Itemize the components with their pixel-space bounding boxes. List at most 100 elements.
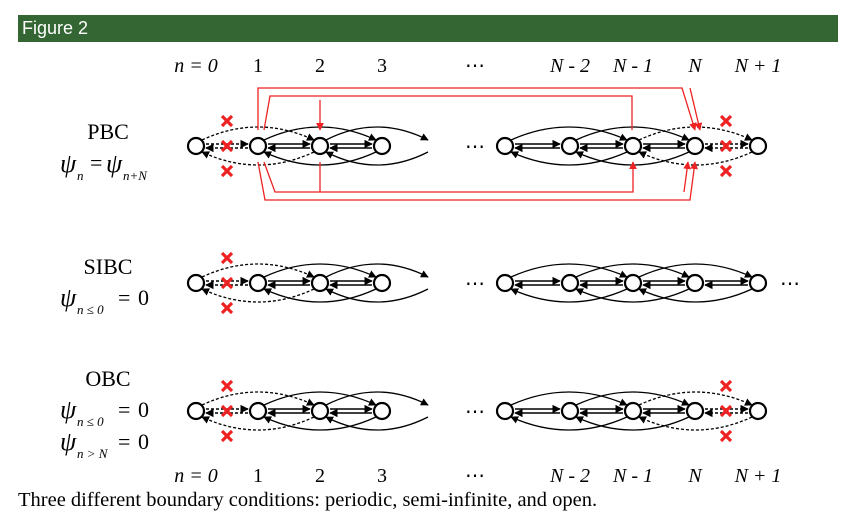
wrap-bottom-to-n [683,161,691,193]
obc-site-7 [685,401,705,421]
obc-chain-ellipsis: ⋯ [465,401,485,423]
obc-nnn-down-1-3 [263,416,377,431]
wrap-top-outer [257,87,697,131]
sibc-label: SIBC [84,254,133,279]
boundary-conditions-diagram: n = 0 1 2 3 ⋯ N - 2 N - 1 N N + 1 n = 0 … [60,55,800,487]
obc-site-0 [186,401,206,421]
sibc-site-0 [186,273,206,293]
obc-nnn-down-0-2 [201,416,315,431]
sibc-eq-rhs: 0 [138,285,149,310]
obc-eq-rel-2: = [118,429,130,454]
pbc-site-2 [310,136,330,156]
sibc-eq-rel: = [118,285,130,310]
sibc-nnn-down-4-6 [510,288,628,303]
obc-site-4 [495,401,515,421]
pbc-eq-rel: = [90,150,102,175]
index-label-top-0: n = 0 [174,55,218,77]
obc-nnn-down-6-8 [638,416,753,431]
pbc-rhs-sub: n+N [123,168,148,183]
pbc-cut-right-top [719,114,733,128]
obc-chain: ⋯ [186,379,768,443]
obc-nnn-up-4-6 [510,391,628,406]
obc-psi-sub-2: n > N [77,446,109,461]
obc-site-8 [748,401,768,421]
index-label-top-1: 1 [253,55,263,77]
pbc-nnn-down-4-6 [510,151,628,166]
obc-nnn-up-0-2 [201,391,315,406]
obc-nnn-up-5-7 [575,391,690,406]
wrap-top-to-n [689,87,703,131]
obc-cut-right-top [719,379,733,393]
pbc-nnn-up-4-6 [510,126,628,141]
sibc-nnn-down-5-7 [575,288,690,303]
index-label-bottom-nm2: N - 2 [549,465,590,487]
pbc-cut-right-bottom [719,164,733,178]
obc-nnn-up-6-8 [638,391,753,406]
sibc-equation: ψ n ≤ 0 = 0 [60,283,149,317]
pbc-chain: ⋯ [186,114,768,178]
pbc-wrap-connections [257,87,703,201]
pbc-equation: ψ n = ψ n+N [60,149,148,183]
obc-label: OBC [85,366,130,391]
index-label-top-2: 2 [315,55,325,77]
pbc-cut-right-center [719,139,733,153]
sibc-nnn-down-6-8 [638,288,753,303]
obc-nnn-up-2-4 [325,391,429,406]
obc-cut-left-center [220,404,234,418]
index-label-top-dots: ⋯ [465,55,485,77]
obc-psi-sub-1: n ≤ 0 [77,414,104,429]
sibc-nnn-up-0-2 [201,263,315,278]
index-label-bottom-3: 3 [377,465,387,487]
sibc-cut-left-center [220,276,234,290]
sibc-cut-left-bottom [220,301,234,315]
sibc-site-2 [310,273,330,293]
obc-site-5 [560,401,580,421]
obc-nnn-down-4-6 [510,416,628,431]
wrap-top-inner [263,95,633,131]
obc-eq-rhs-1: 0 [138,397,149,422]
pbc-site-0 [186,136,206,156]
sibc-nnn-up-2-4 [325,263,429,278]
index-label-bottom-np1: N + 1 [734,465,782,487]
obc-eq-rel-1: = [118,397,130,422]
sibc-site-8 [748,273,768,293]
pbc-nnn-down-2-4 [325,151,429,166]
sibc-site-7 [685,273,705,293]
sibc-trailing-ellipsis: ⋯ [780,273,800,295]
obc-nnn-down-2-4 [325,416,429,431]
obc-site-1 [248,401,268,421]
sibc-site-6 [623,273,643,293]
obc-cut-left-bottom [220,429,234,443]
obc-site-2 [310,401,330,421]
obc-site-3 [372,401,392,421]
sibc-site-1 [248,273,268,293]
index-label-top-nm1: N - 1 [612,55,653,77]
obc-equation-2: ψ n > N = 0 [60,427,149,461]
pbc-site-1 [248,136,268,156]
figure-caption: Three different boundary conditions: per… [18,489,598,511]
pbc-site-8 [748,136,768,156]
sibc-site-3 [372,273,392,293]
sibc-nnn-up-6-8 [638,263,753,278]
obc-cut-right-center [719,404,733,418]
figure-header: Figure 2 [18,15,838,42]
pbc-nnn-up-2-4 [325,126,429,141]
svg-text:ψ: ψ [60,283,77,312]
wrap-bottom-link [263,161,320,193]
sibc-psi-sub: n ≤ 0 [77,302,104,317]
index-label-top-n: N [687,55,703,77]
obc-cut-left-top [220,379,234,393]
pbc-psi-sub: n [77,168,84,183]
pbc-site-5 [560,136,580,156]
pbc-site-6 [623,136,643,156]
pbc-cut-left-bottom [220,164,234,178]
sibc-site-4 [495,273,515,293]
index-label-top-nm2: N - 2 [549,55,590,77]
index-label-bottom-dots: ⋯ [465,465,485,487]
index-label-bottom-0: n = 0 [174,465,218,487]
pbc-cut-left-top [220,114,234,128]
pbc-nnn-down-6-8 [638,151,753,166]
wrap-bottom-inner [319,161,637,193]
index-label-top-np1: N + 1 [734,55,782,77]
pbc-chain-ellipsis: ⋯ [465,136,485,158]
